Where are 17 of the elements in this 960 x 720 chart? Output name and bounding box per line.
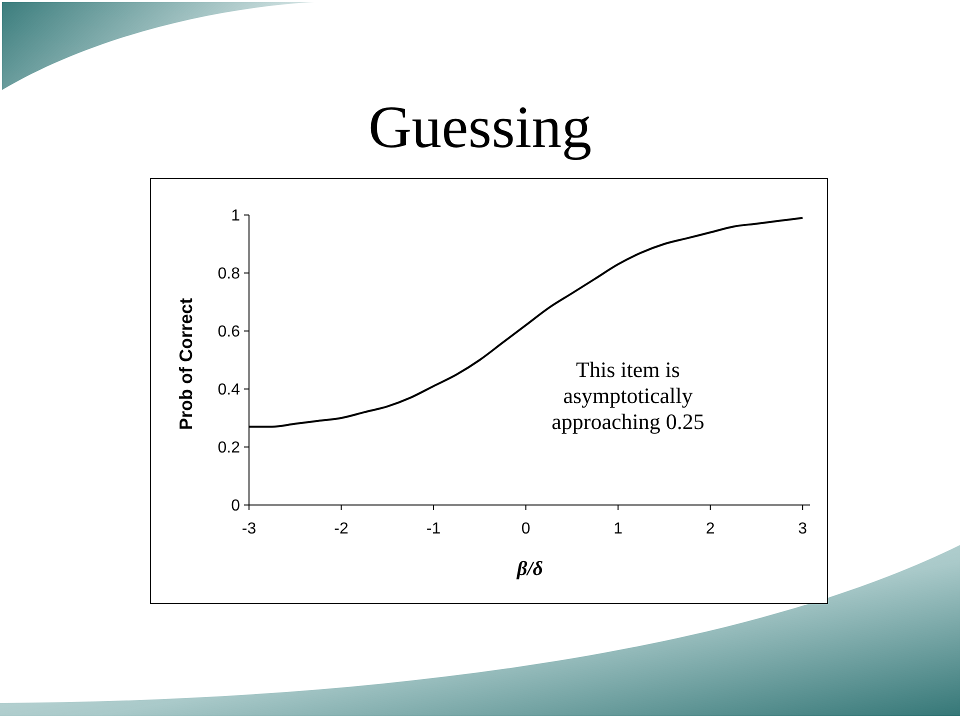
- y-tick-label: 0.6: [218, 324, 240, 341]
- x-tick-label: 0: [521, 520, 530, 538]
- y-axis-title: Prob of Correct: [176, 298, 196, 430]
- chart-title: Guessing: [367, 94, 593, 160]
- x-tick-label: -2: [334, 520, 348, 538]
- annotation: This item is asymptotically approaching 0.25: [550, 357, 706, 435]
- y-tick-label: 0.8: [218, 266, 240, 283]
- x-axis-title: β/δ: [516, 557, 544, 581]
- x-tick-label: 3: [798, 520, 808, 538]
- x-tick-label: 1: [614, 520, 623, 538]
- y-tick-label: 0.4: [218, 382, 240, 399]
- y-tick-label: 0.2: [218, 440, 240, 457]
- x-tick-label: 2: [706, 520, 715, 538]
- x-tick-label: -3: [242, 520, 256, 538]
- y-tick-label: 0: [231, 498, 240, 515]
- x-tick-label: -1: [426, 520, 441, 538]
- y-tick-label: 1: [231, 208, 240, 225]
